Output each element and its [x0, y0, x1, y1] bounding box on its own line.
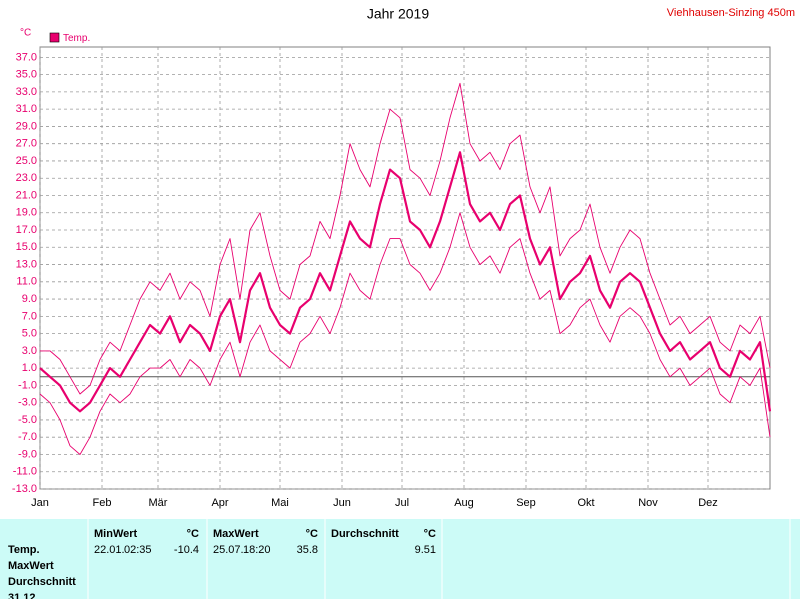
x-tick-label: Jun	[333, 497, 351, 509]
cell-value: 9.51	[415, 544, 436, 556]
cell-date: 25.07.	[213, 544, 244, 556]
row-label: MaxWert	[8, 560, 54, 572]
temperature-line	[40, 82, 771, 395]
y-tick-label: 7.0	[22, 310, 37, 322]
y-tick-label: -11.0	[13, 466, 37, 478]
y-tick-label: 9.0	[22, 293, 37, 305]
y-tick-label: 21.0	[16, 189, 37, 201]
y-tick-label: 17.0	[16, 224, 37, 236]
row-label: 31.12.	[8, 592, 39, 599]
y-tick-label: -7.0	[18, 431, 37, 443]
column-unit: °C	[306, 528, 318, 540]
plot-area: -13.0 -11.0 -9.0 -7.0 -5.0 -3.0 -1.0 1.0 3.0 5.0 7…	[12, 46, 772, 509]
x-tick-label: Okt	[577, 497, 594, 509]
y-tick-label: 33.0	[16, 86, 37, 98]
cell-date: 22.01.	[94, 544, 125, 556]
column-unit: °C	[424, 528, 436, 540]
y-tick-label: 35.0	[16, 69, 37, 81]
y-tick-label: -13.0	[12, 483, 37, 495]
legend-swatch	[49, 32, 60, 43]
y-tick-label: 13.0	[16, 258, 37, 270]
column-header: MaxWert	[213, 528, 259, 540]
column-header: Durchschnitt	[331, 528, 399, 540]
temperature-line	[39, 212, 771, 455]
x-tick-label: Apr	[211, 497, 228, 509]
chart-title: Jahr 2019	[367, 6, 429, 22]
y-tick-label: 19.0	[16, 207, 37, 219]
x-tick-label: Jul	[395, 497, 409, 509]
temperature-line	[39, 151, 772, 413]
cell-value: -10.4	[174, 544, 199, 556]
y-unit: °C	[20, 28, 31, 39]
y-tick-label: 15.0	[16, 241, 37, 253]
cell-time: 02:35	[124, 544, 152, 556]
y-tick-label: 27.0	[16, 138, 37, 150]
y-tick-label: 11.0	[16, 276, 37, 288]
x-tick-label: Mai	[271, 497, 289, 509]
x-tick-label: Dez	[698, 497, 718, 509]
y-tick-label: 25.0	[16, 155, 37, 167]
y-tick-label: 37.0	[16, 51, 37, 63]
station-label: Viehhausen-Sinzing 450m	[667, 7, 795, 19]
x-tick-label: Aug	[454, 497, 474, 509]
y-tick-label: -3.0	[18, 397, 37, 409]
x-tick-label: Nov	[638, 497, 658, 509]
x-tick-label: Jan	[31, 497, 49, 509]
y-tick-label: 31.0	[16, 103, 37, 115]
row-label: Durchschnitt	[8, 576, 76, 588]
y-tick-label: 1.0	[22, 362, 37, 374]
summary-table: Temp. MaxWert Durchschnitt 31.12. MinWert °C 2…	[0, 519, 800, 599]
x-tick-label: Mär	[149, 497, 168, 509]
y-tick-label: -1.0	[18, 379, 37, 391]
cell-value: 35.8	[297, 544, 318, 556]
column-unit: °C	[187, 528, 199, 540]
legend: Temp.	[49, 32, 90, 44]
plot-frame	[39, 46, 771, 490]
y-tick-label: 3.0	[22, 345, 37, 357]
table-background	[0, 519, 800, 599]
x-tick-label: Feb	[93, 497, 112, 509]
legend-label: Temp.	[63, 33, 90, 44]
cell-time: 18:20	[243, 544, 271, 556]
row-label: Temp.	[8, 544, 40, 556]
y-tick-label: -5.0	[18, 414, 37, 426]
y-tick-label: -9.0	[18, 448, 37, 460]
y-tick-label: 23.0	[16, 172, 37, 184]
y-tick-label: 5.0	[22, 328, 37, 340]
x-tick-label: Sep	[516, 497, 536, 509]
column-header: MinWert	[94, 528, 138, 540]
y-tick-label: 29.0	[16, 120, 37, 132]
